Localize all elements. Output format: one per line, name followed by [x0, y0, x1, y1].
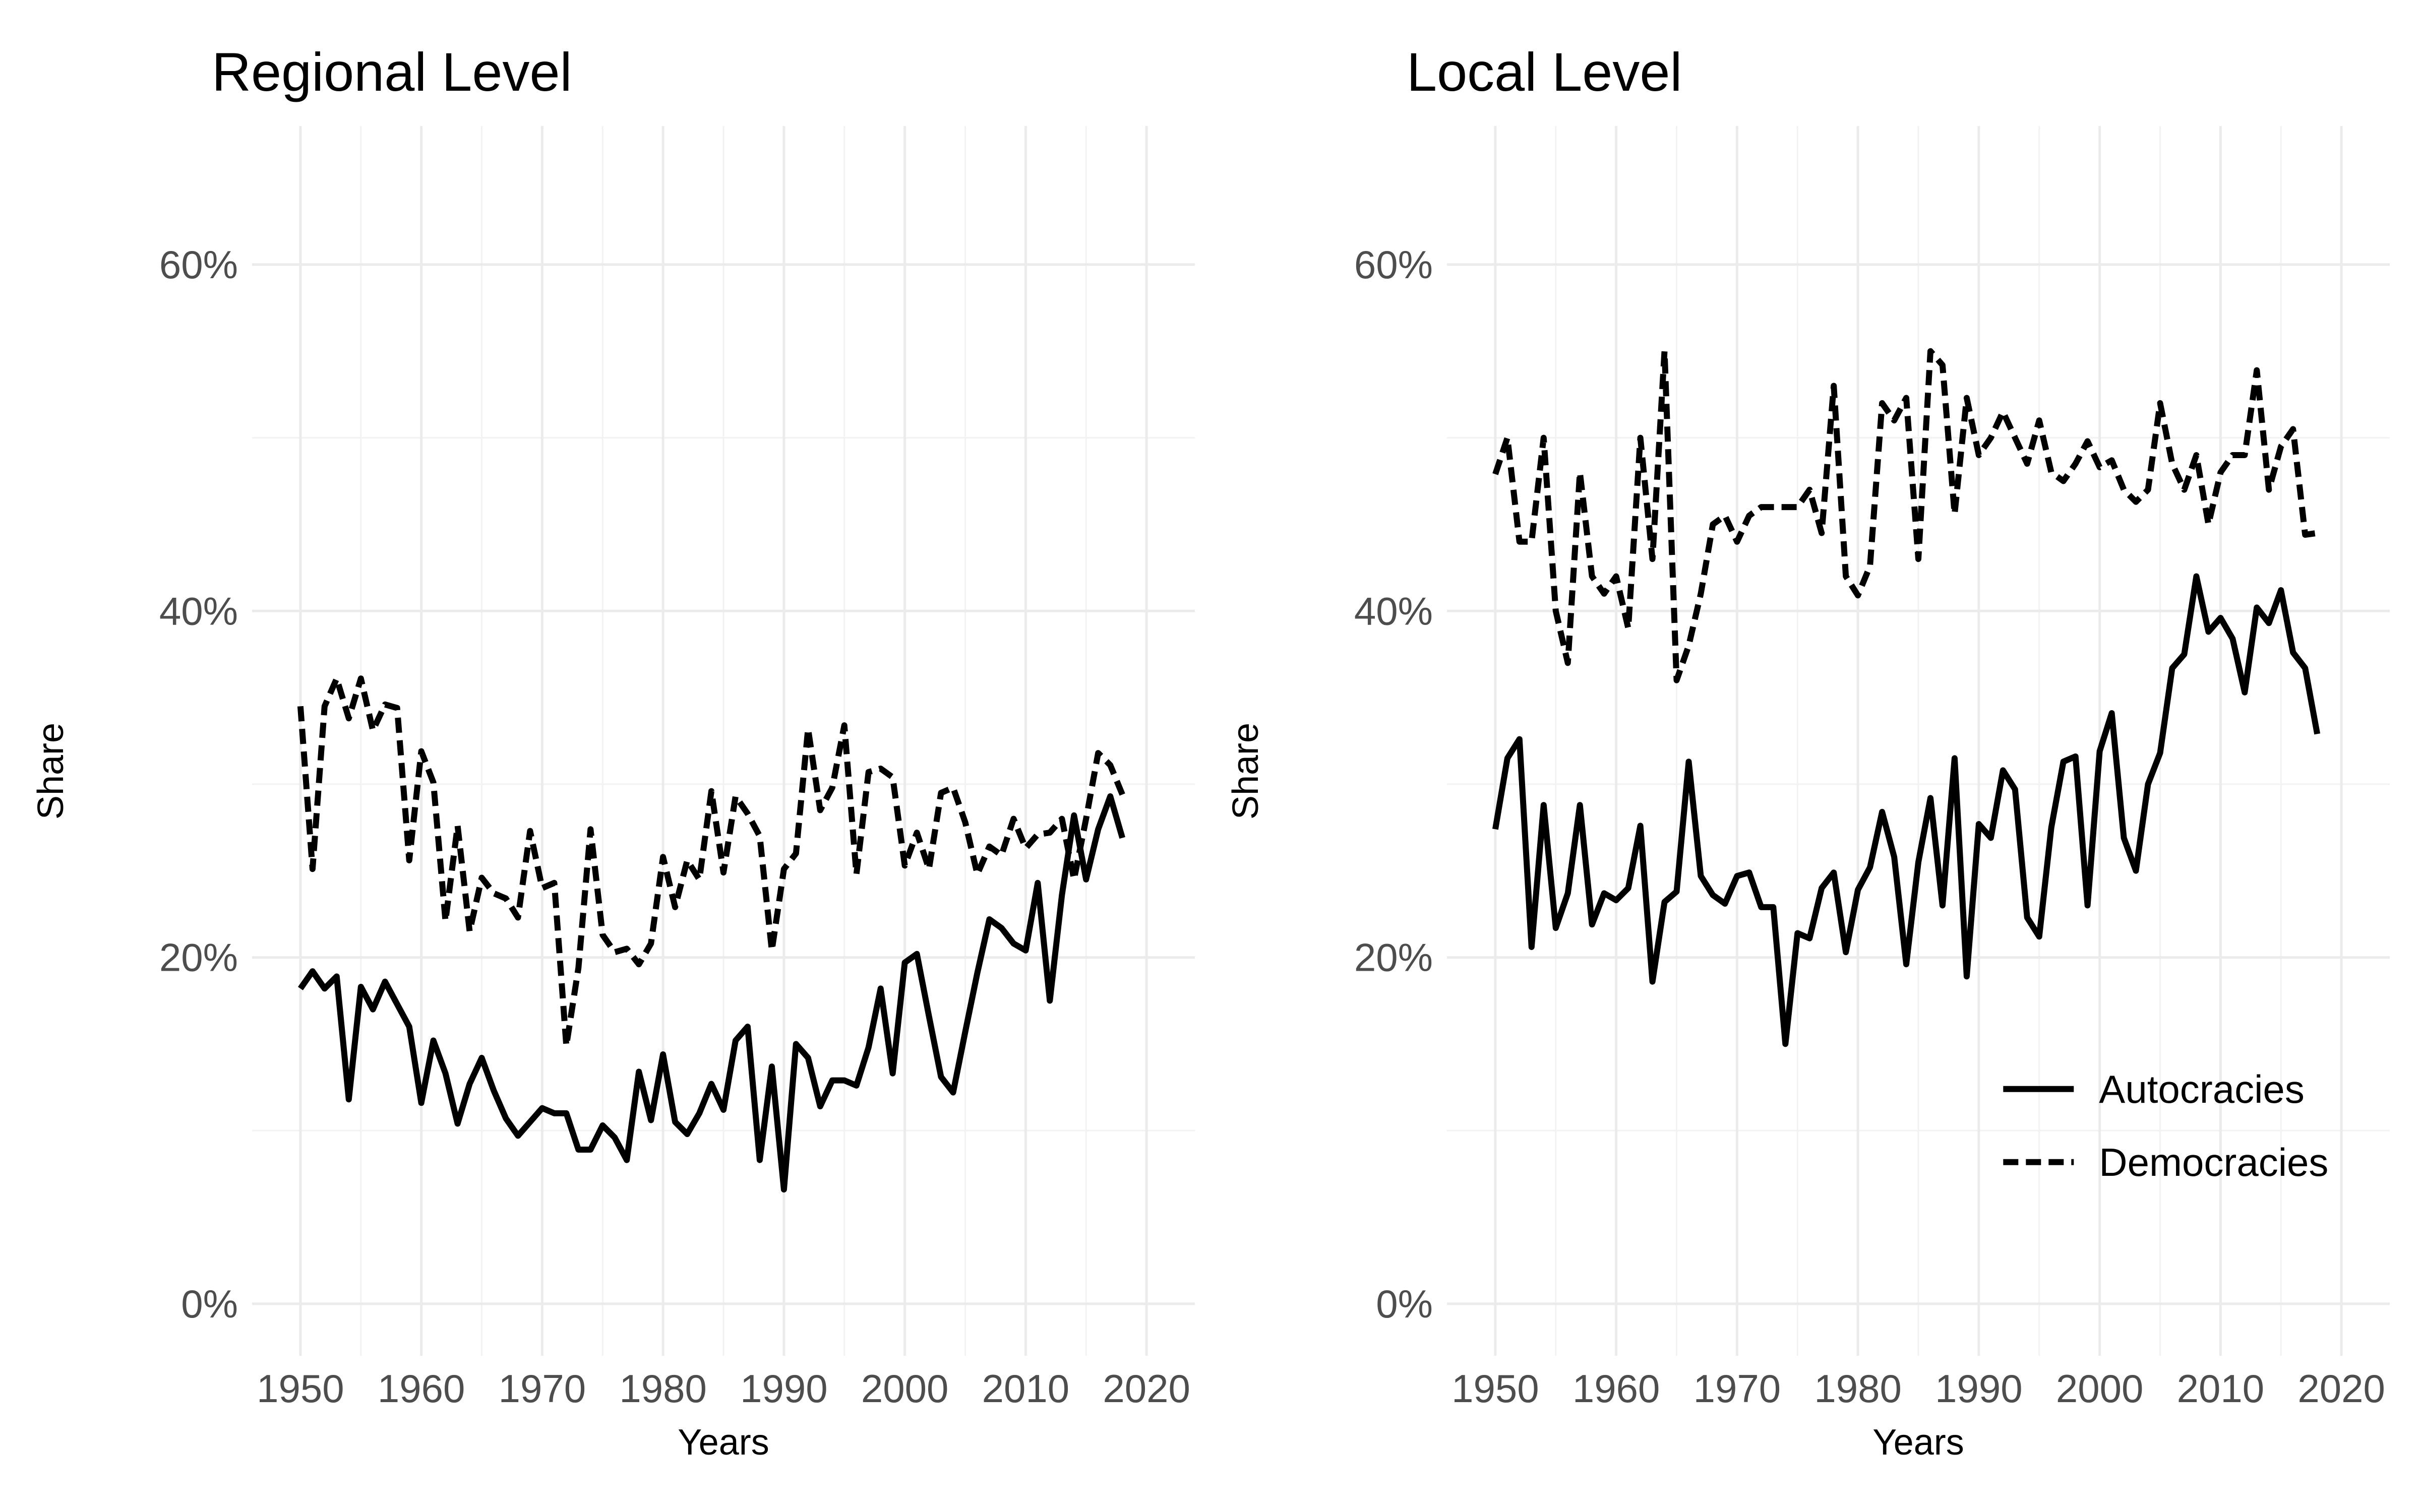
x-axis-title: Years	[1872, 1422, 1964, 1463]
x-tick-label: 1950	[257, 1366, 344, 1411]
x-axis-title: Years	[678, 1422, 769, 1463]
x-tick-label: 1960	[1572, 1366, 1660, 1411]
y-tick-label: 60%	[1354, 242, 1433, 287]
series-line-autocracies	[297, 793, 1125, 1193]
y-tick-label: 20%	[1354, 935, 1433, 980]
legend: Autocracies Democracies	[2003, 1067, 2328, 1184]
y-axis-title: Share	[31, 723, 71, 820]
grid-regional-level	[252, 126, 1195, 1356]
y-tick-label: 0%	[1376, 1282, 1433, 1326]
panel-title: Regional Level	[212, 41, 572, 102]
x-tick-label: 2000	[2056, 1366, 2144, 1411]
x-tick-label: 2000	[861, 1366, 949, 1411]
x-tick-label: 1990	[740, 1366, 828, 1411]
panel-title: Local Level	[1407, 41, 1682, 102]
x-tick-label: 2020	[2297, 1366, 2385, 1411]
y-axis-title: Share	[1226, 723, 1266, 820]
y-tick-label: 0%	[181, 1282, 238, 1326]
legend-label-autocracies: Autocracies	[2099, 1067, 2305, 1111]
x-tick-label: 1960	[378, 1366, 465, 1411]
legend-label-democracies: Democracies	[2099, 1140, 2328, 1184]
y-tick-label: 40%	[159, 589, 238, 633]
x-tick-label: 1990	[1935, 1366, 2023, 1411]
panel-regional-level: 1950 1960 1970 1980 1990 2000 2010 2020 0% 20% 40%…	[31, 41, 1195, 1463]
x-tick-label: 2010	[2177, 1366, 2265, 1411]
y-tick-label: 60%	[159, 242, 238, 287]
series-line-democracies	[1492, 348, 2318, 683]
series-line-autocracies	[1492, 573, 2321, 1047]
x-tick-label: 1980	[1814, 1366, 1902, 1411]
x-tick-label: 2010	[982, 1366, 1070, 1411]
series-line-democracies	[297, 675, 1125, 1049]
x-tick-label: 1980	[619, 1366, 707, 1411]
x-tick-label: 1970	[1693, 1366, 1781, 1411]
panel-local-level: 1950 1960 1970 1980 1990 2000 2010 2020 0% 20% 40%…	[1226, 41, 2390, 1463]
grid-local-level	[1447, 126, 2390, 1356]
x-tick-label: 1950	[1451, 1366, 1539, 1411]
x-tick-label: 1970	[499, 1366, 586, 1411]
x-tick-label: 2020	[1103, 1366, 1190, 1411]
y-tick-label: 40%	[1354, 589, 1433, 633]
y-tick-label: 20%	[159, 935, 238, 980]
